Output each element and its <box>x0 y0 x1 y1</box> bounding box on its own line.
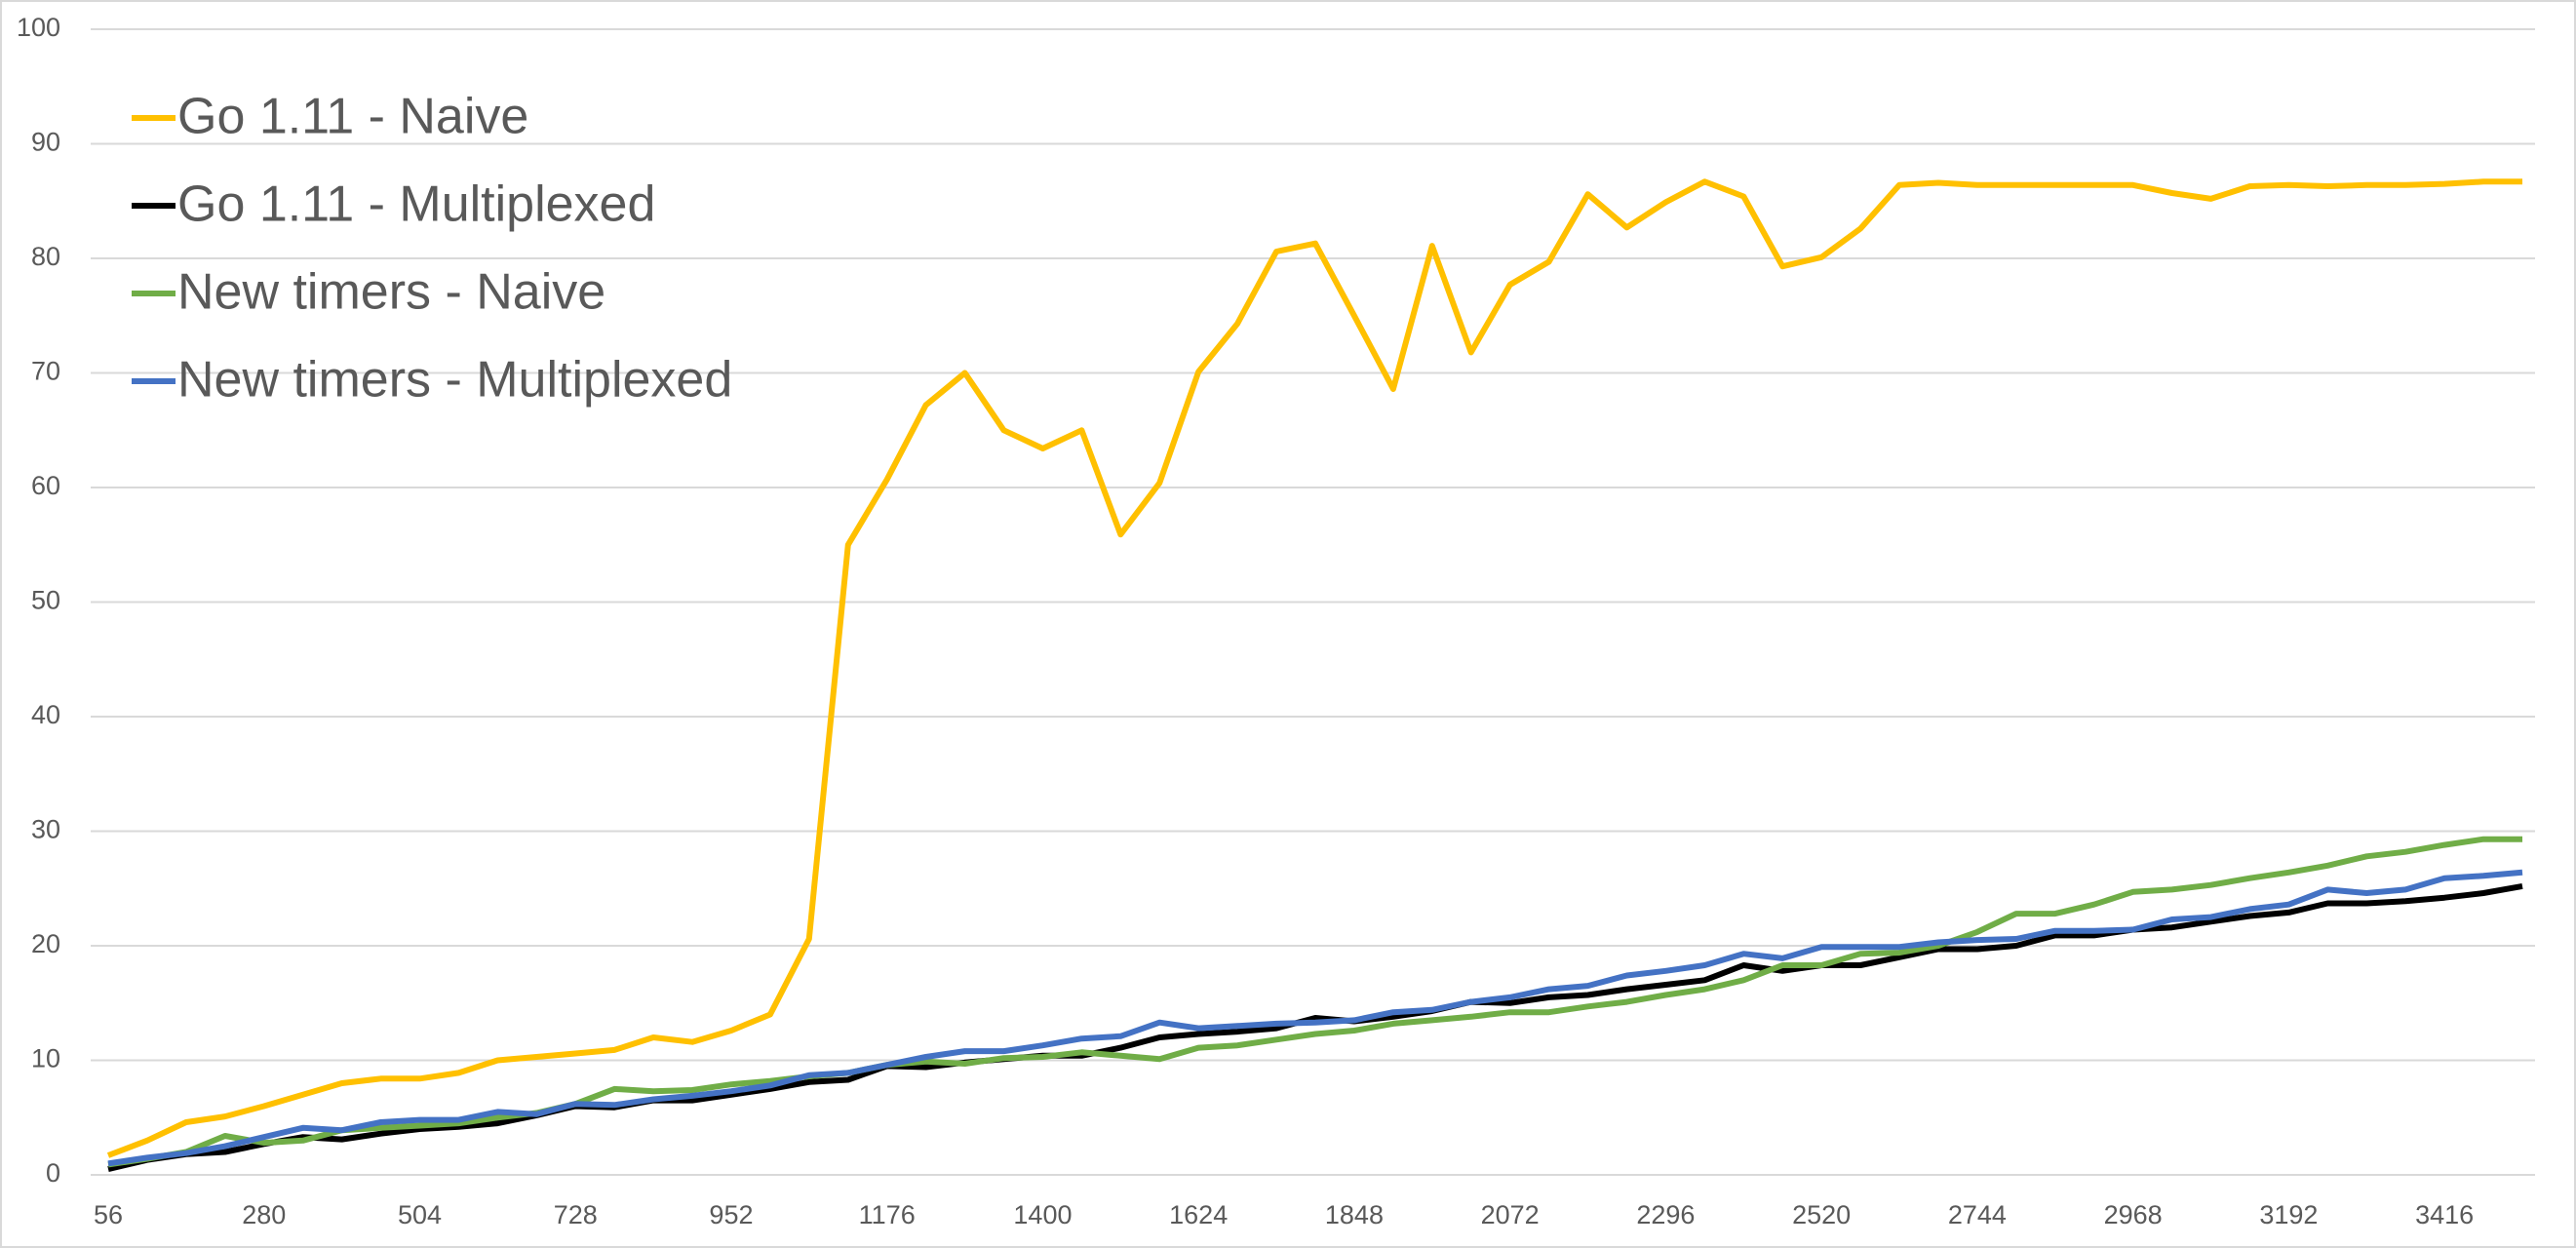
series-line <box>107 869 2523 1167</box>
y-tick-label: 50 <box>31 586 60 615</box>
x-tick-label: 56 <box>94 1200 123 1229</box>
x-tick-label: 3192 <box>2259 1200 2318 1229</box>
x-tick-label: 728 <box>554 1200 598 1229</box>
x-tick-label: 3416 <box>2415 1200 2474 1229</box>
x-tick-label: 2520 <box>1792 1200 1851 1229</box>
y-tick-label: 20 <box>31 929 60 958</box>
x-tick-label: 2744 <box>1948 1200 2007 1229</box>
y-tick-label: 30 <box>31 815 60 844</box>
series-line <box>107 836 2522 1168</box>
x-tick-label: 1400 <box>1013 1200 1072 1229</box>
y-tick-label: 100 <box>17 13 60 42</box>
x-tick-label: 2968 <box>2104 1200 2163 1229</box>
y-tick-label: 80 <box>31 242 60 271</box>
legend-label: Go 1.11 - Multiplexed <box>177 176 655 233</box>
y-tick-label: 70 <box>31 357 60 386</box>
x-tick-label: 952 <box>709 1200 753 1229</box>
x-tick-label: 280 <box>242 1200 286 1229</box>
y-tick-label: 60 <box>31 471 60 500</box>
y-tick-label: 10 <box>31 1044 60 1073</box>
x-tick-label: 1848 <box>1325 1200 1384 1229</box>
legend-label: New timers - Multiplexed <box>177 352 732 409</box>
x-tick-label: 2296 <box>1636 1200 1695 1229</box>
x-tick-label: 2072 <box>1481 1200 1540 1229</box>
y-tick-label: 40 <box>31 700 60 729</box>
x-tick-label: 504 <box>398 1200 442 1229</box>
x-tick-label: 1624 <box>1169 1200 1228 1229</box>
legend-label: New timers - Naive <box>177 264 605 321</box>
y-tick-label: 0 <box>46 1158 60 1188</box>
x-tick-label: 1176 <box>859 1200 916 1229</box>
legend-label: Go 1.11 - Naive <box>177 89 528 145</box>
y-tick-label: 90 <box>31 128 60 157</box>
series-line <box>106 178 2522 1158</box>
